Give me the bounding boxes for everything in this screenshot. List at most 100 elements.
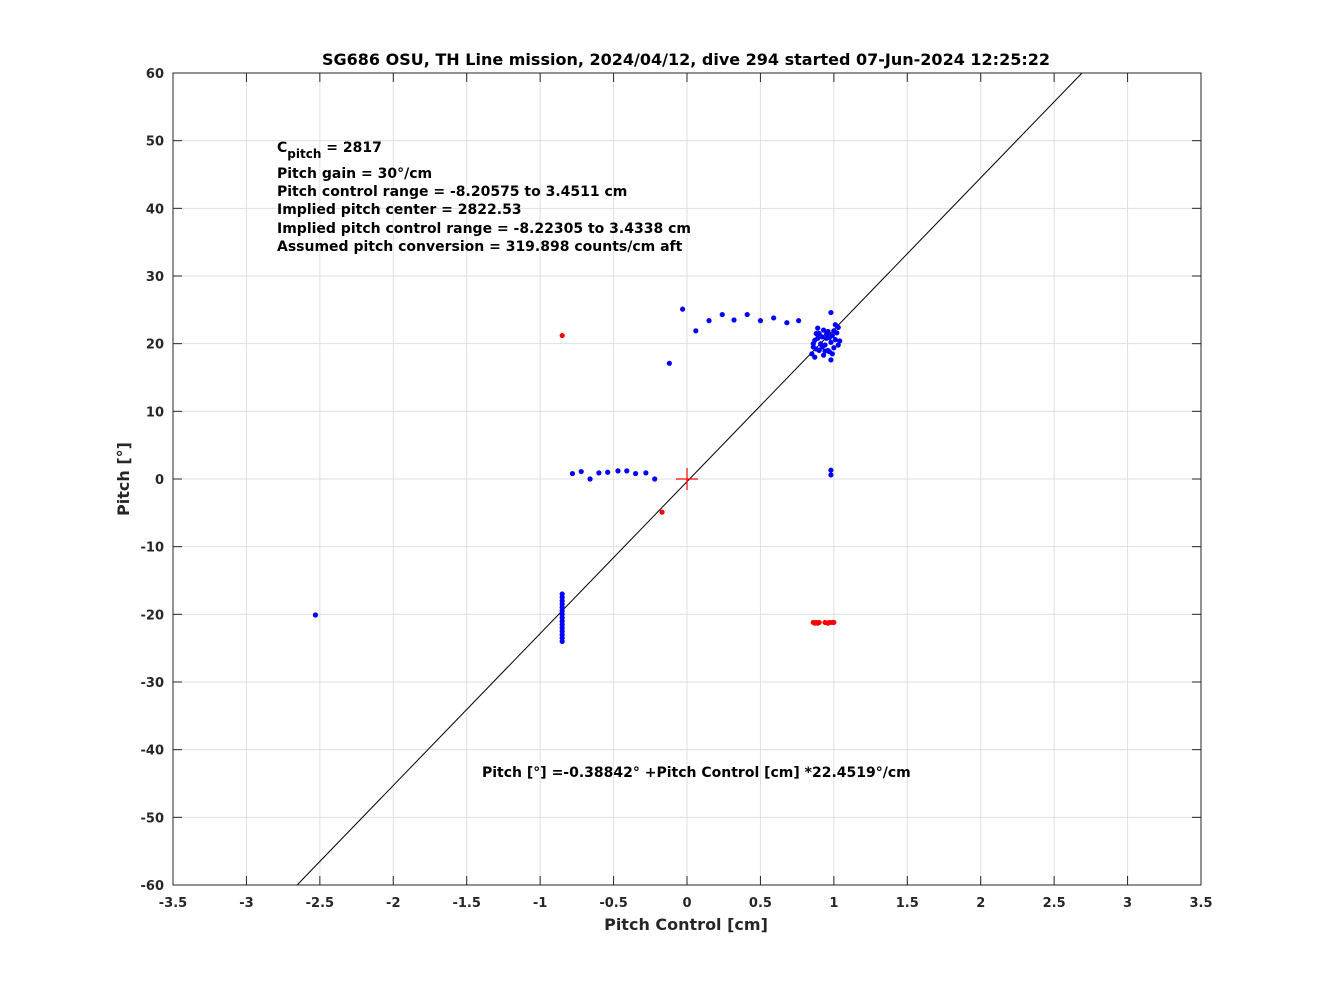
- x-tick-label: 3.5: [1189, 896, 1212, 911]
- x-tick-label: -3: [239, 896, 253, 911]
- y-tick-labels: -60 -50 -40 -30 -20 -10 0 10 20 30 40 50 60: [141, 67, 165, 894]
- annotation-implied-pitch-control-range: Implied pitch control range = -8.22305 t…: [277, 221, 691, 237]
- blue-data-point: [744, 311, 750, 318]
- x-tick-label: -2: [386, 896, 400, 911]
- y-tick-label: -60: [141, 879, 165, 894]
- blue-data-point: [312, 612, 319, 618]
- blue-data-point: [615, 468, 621, 474]
- blue-data-point: [823, 331, 830, 337]
- blue-data-point: [587, 476, 593, 482]
- x-tick-label: -1.5: [452, 896, 480, 911]
- red-data-point: [816, 619, 822, 626]
- blue-data-point: [810, 341, 816, 347]
- blue-data-point: [831, 328, 837, 334]
- blue-data-point: [605, 469, 611, 475]
- y-tick-label: -10: [141, 541, 165, 556]
- x-tick-label: 1.5: [896, 896, 919, 911]
- annotation-implied-pitch-center: Implied pitch center = 2822.53: [277, 202, 522, 218]
- blue-data-point: [815, 335, 821, 341]
- blue-data-point: [820, 352, 827, 358]
- blue-data-point: [831, 345, 837, 351]
- x-tick-label: -1: [533, 896, 547, 911]
- blue-data-point: [832, 337, 838, 343]
- x-tick-labels: -3.5 -3 -2.5 -2 -1.5 -1 -0.5 0 0.5 1 1.5 2 2.5 3 3.5: [159, 896, 1213, 911]
- blue-data-point: [757, 318, 764, 324]
- blue-data-point: [812, 354, 818, 360]
- x-tick-label: 0.5: [749, 896, 772, 911]
- blue-data-point: [784, 320, 790, 326]
- points-layer: [312, 306, 843, 645]
- blue-data-point: [832, 322, 838, 328]
- y-tick-label: -30: [141, 676, 165, 691]
- blue-data-point: [826, 334, 833, 341]
- blue-data-point: [624, 468, 630, 474]
- blue-data-point: [828, 339, 834, 345]
- blue-data-point: [578, 468, 584, 475]
- blue-data-point: [633, 470, 639, 477]
- cpitch-subscript: pitch: [287, 147, 321, 161]
- y-tick-label: 0: [155, 473, 164, 488]
- blue-data-point: [816, 330, 822, 337]
- red-data-point: [659, 509, 665, 515]
- annotation-pitch-control-range: Pitch control range = -8.20575 to 3.4511…: [277, 184, 627, 200]
- x-tick-label: 0: [682, 896, 691, 911]
- y-tick-label: 30: [146, 270, 164, 285]
- y-tick-label: 40: [146, 202, 164, 217]
- y-tick-label: -40: [141, 744, 165, 759]
- cpitch-value: = 2817: [321, 140, 381, 156]
- blue-data-point: [828, 472, 834, 478]
- y-tick-label: 60: [146, 67, 164, 82]
- red-data-point: [559, 332, 565, 339]
- blue-data-point: [829, 351, 835, 357]
- blue-data-point: [643, 470, 649, 476]
- blue-data-point: [809, 351, 815, 357]
- y-tick-label: 50: [146, 135, 164, 150]
- x-tick-label: 3: [1123, 896, 1132, 911]
- blue-data-point: [819, 344, 825, 350]
- blue-data-point: [820, 327, 827, 333]
- blue-data-point: [771, 315, 777, 321]
- y-tick-label: 10: [146, 405, 164, 420]
- x-tick-label: 2.5: [1043, 896, 1066, 911]
- y-tick-label: -20: [141, 608, 165, 623]
- blue-data-point: [819, 334, 825, 340]
- blue-data-point: [796, 318, 802, 324]
- annotation-assumed-pitch-conversion: Assumed pitch conversion = 319.898 count…: [277, 239, 683, 255]
- blue-data-point: [835, 342, 841, 348]
- blue-data-point: [731, 317, 737, 323]
- y-tick-label: -50: [141, 811, 165, 826]
- annotation-fit-equation: Pitch [°] =-0.38842° +Pitch Control [cm]…: [482, 765, 911, 781]
- blue-data-point: [596, 470, 602, 476]
- y-tick-label: 20: [146, 338, 164, 353]
- blue-data-point: [822, 348, 828, 354]
- blue-data-point: [652, 476, 658, 482]
- x-tick-label: 2: [976, 896, 985, 911]
- blue-data-point: [719, 311, 725, 318]
- blue-data-point: [813, 346, 819, 352]
- x-tick-label: -2.5: [306, 896, 334, 911]
- center-marker-layer: [676, 468, 698, 490]
- blue-data-point: [693, 328, 699, 334]
- red-data-point: [831, 619, 837, 626]
- x-tick-label: -3.5: [159, 896, 187, 911]
- blue-data-point: [666, 360, 672, 366]
- x-tick-label: -0.5: [599, 896, 627, 911]
- annotation-cpitch: Cpitch = 2817: [277, 140, 382, 161]
- annotation-pitch-gain: Pitch gain = 30°/cm: [277, 166, 432, 182]
- blue-data-point: [559, 638, 565, 645]
- blue-data-point: [569, 470, 576, 477]
- x-tick-label: 1: [829, 896, 838, 911]
- blue-data-point: [828, 357, 834, 363]
- cpitch-symbol: C: [277, 140, 287, 156]
- blue-data-point: [837, 338, 843, 344]
- blue-data-point: [706, 318, 712, 324]
- blue-data-point: [828, 467, 834, 473]
- ticks-layer: [172, 72, 1202, 886]
- x-axis-label: Pitch Control [cm]: [604, 915, 768, 934]
- y-axis-label: Pitch [°]: [114, 442, 133, 516]
- blue-data-point: [828, 309, 834, 316]
- chart-title: SG686 OSU, TH Line mission, 2024/04/12, …: [322, 50, 1050, 69]
- blue-data-point: [679, 306, 686, 312]
- blue-data-point: [815, 325, 821, 331]
